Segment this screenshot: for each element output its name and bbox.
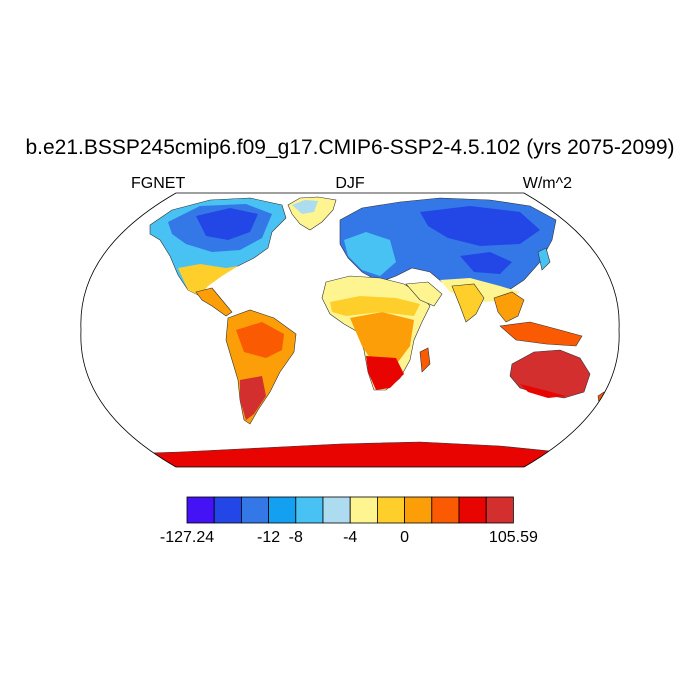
landmass-australia — [509, 349, 591, 399]
colorbar-label: -127.24 — [160, 529, 214, 546]
colorbar-box — [485, 496, 514, 524]
landmass-indonesia — [499, 321, 583, 347]
variable-label: FGNET — [131, 175, 186, 192]
colorbar-box — [404, 496, 433, 524]
season-label: DJF — [335, 175, 365, 192]
region-australia-south — [520, 384, 566, 398]
landmass-japan — [537, 247, 551, 271]
colorbar-label: -8 — [289, 529, 303, 546]
colorbar-box — [376, 496, 405, 524]
region-sahel — [330, 296, 420, 316]
region-southern-africa — [366, 356, 404, 390]
colorbar-label: -4 — [343, 529, 357, 546]
landmass-madagascar — [419, 347, 431, 373]
region-europe — [344, 232, 396, 276]
colorbar-box — [186, 496, 215, 524]
colorbar-box — [268, 496, 297, 524]
plot-title: b.e21.BSSP245cmip6.f09_g17.CMIP6-SSP2-4.… — [25, 136, 675, 159]
landmass-central-america — [195, 287, 233, 317]
units-label: W/m^2 — [522, 175, 572, 192]
colorbar-box — [322, 496, 351, 524]
region-siberia — [420, 206, 540, 246]
colorbar-label: 105.59 — [489, 529, 538, 546]
region-us-south — [178, 264, 238, 296]
region-canada-core — [196, 208, 258, 240]
colorbar-label: 0 — [400, 529, 409, 546]
region-patagonia — [240, 376, 266, 420]
colorbar-box — [295, 496, 324, 524]
region-central-africa — [350, 312, 414, 364]
region-amazon — [236, 322, 284, 358]
colorbar-label: -12 — [257, 529, 280, 546]
region-greenland-cold — [292, 200, 318, 214]
colorbar-box — [349, 496, 378, 524]
landmass-arabia — [405, 281, 443, 307]
colorbar-box — [458, 496, 487, 524]
map-border — [80, 192, 620, 468]
colorbar-box — [240, 496, 269, 524]
colorbar-box — [213, 496, 242, 524]
region-tibet — [460, 252, 512, 274]
colorbar-box — [431, 496, 460, 524]
landmass-india — [451, 283, 485, 323]
landmass-southeast-asia — [493, 291, 525, 323]
